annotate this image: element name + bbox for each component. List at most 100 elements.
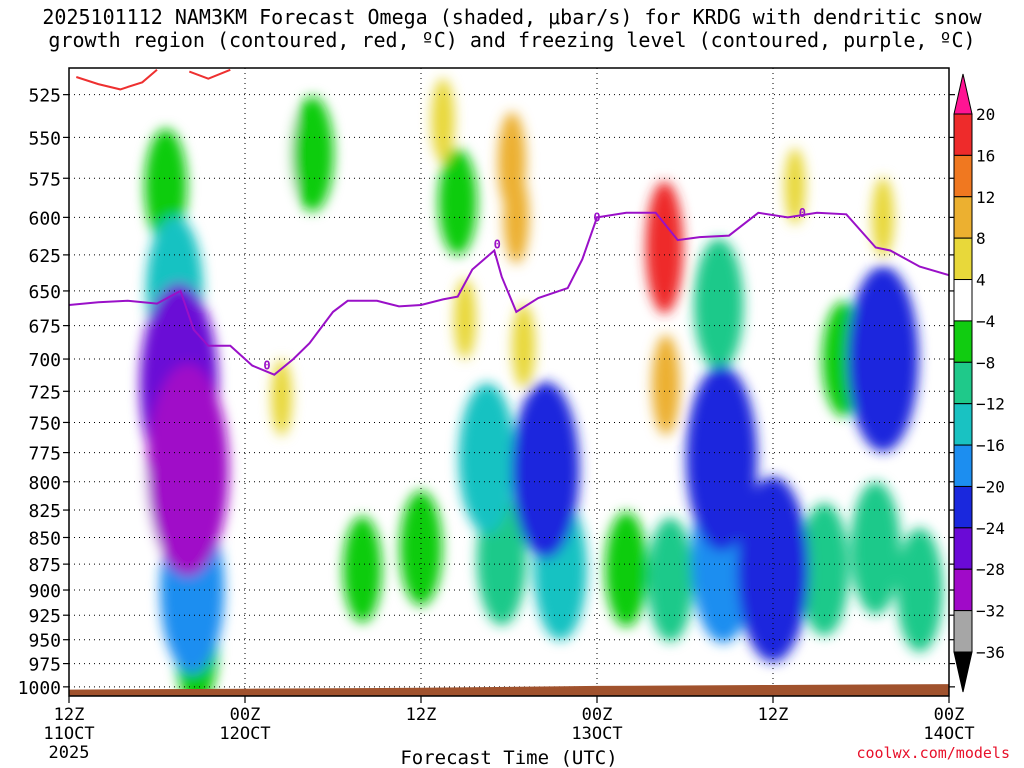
colorbar-swatch [953, 610, 973, 653]
colorbar-swatch [953, 485, 973, 529]
omega-cell [850, 481, 901, 615]
colorbar-swatch [953, 527, 973, 570]
omega-cell [438, 148, 478, 256]
freezing-level-label: 0 [263, 359, 270, 373]
omega-cell [686, 365, 758, 552]
colorbar-swatch [953, 196, 973, 239]
x-tick-label: 11OCT [43, 724, 94, 744]
omega-cell [497, 112, 526, 213]
omega-cell [799, 502, 850, 636]
freezing-level-label: 0 [494, 238, 501, 252]
freezing-level-labels: 0 0 0 0 [263, 206, 806, 373]
y-tick-label: 975 [28, 655, 61, 676]
y-tick-label: 850 [28, 528, 61, 549]
x-tick-label: 12Z [406, 705, 437, 725]
omega-cell [291, 96, 334, 212]
colorbar-label: 4 [976, 271, 986, 290]
colorbar-label: 8 [976, 229, 986, 248]
y-tick-label: 775 [28, 444, 61, 465]
colorbar-swatch [953, 237, 973, 281]
y-tick-label: 1000 [18, 678, 61, 699]
omega-cell [512, 303, 536, 388]
y-tick-label: 925 [28, 606, 61, 627]
dendritic-growth-contour [75, 69, 158, 91]
freezing-level-label: 0 [799, 206, 806, 220]
x-tick-label: 00Z [582, 705, 613, 725]
colorbar-label: 20 [976, 105, 995, 124]
x-tick-label: 14OCT [923, 724, 974, 744]
colorbar-bottom-arrow [953, 651, 973, 693]
omega-cell [146, 364, 229, 577]
omega-cell [458, 383, 516, 534]
colorbar-top-arrow [953, 73, 973, 115]
x-tick-label: 12Z [54, 705, 85, 725]
y-tick-label: 800 [28, 473, 61, 494]
colorbar-label: −16 [976, 436, 1005, 455]
colorbar-label: −8 [976, 353, 995, 372]
colorbar-swatch [953, 361, 973, 405]
omega-cell [431, 78, 455, 163]
y-tick-label: 825 [28, 501, 61, 522]
plot-frame [68, 67, 950, 697]
omega-cell [847, 266, 919, 452]
omega-shading [139, 78, 943, 696]
x-tick-label: 12OCT [219, 724, 270, 744]
title-line-1: 2025101112 NAM3KM Forecast Omega (shaded… [42, 5, 982, 29]
colorbar-label: 12 [976, 188, 995, 207]
omega-cell [511, 381, 580, 559]
colorbar-label: −4 [976, 312, 995, 331]
surface-terrain [69, 684, 949, 696]
dendritic-growth-contour [188, 68, 231, 80]
omega-cell [737, 476, 809, 663]
source-credit: coolwx.com/models [856, 744, 1010, 762]
colorbar-swatch [953, 444, 973, 487]
colorbar-swatch [953, 154, 973, 198]
omega-cell [271, 359, 293, 436]
colorbar-legend: 20 16 12 8 4 −4 −8 −12 −16 −20 −24 −28 −32 −36 [953, 73, 1005, 693]
colorbar-label: −32 [976, 602, 1005, 621]
x-tick-label: 00Z [230, 705, 261, 725]
colorbar-swatch [953, 279, 973, 322]
y-tick-label: 525 [28, 86, 61, 107]
omega-cell [693, 238, 744, 372]
y-tick-label: 575 [28, 169, 61, 190]
y-tick-label: 650 [28, 282, 61, 303]
x-tick-label: 12Z [758, 705, 789, 725]
grid-lines [69, 68, 949, 696]
colorbar-swatch [953, 320, 973, 363]
x-tick-label: 13OCT [571, 724, 622, 744]
colorbar-swatch [953, 403, 973, 446]
omega-cell [872, 177, 894, 258]
y-tick-label: 875 [28, 555, 61, 576]
y-tick-label: 675 [28, 317, 61, 338]
chart-title: 2025101112 NAM3KM Forecast Omega (shaded… [0, 6, 1024, 52]
omega-cell [264, 105, 300, 203]
y-tick-label: 625 [28, 246, 61, 267]
y-tick-label: 750 [28, 413, 61, 434]
freezing-level-label: 0 [593, 210, 600, 224]
y-tick-label: 700 [28, 350, 61, 371]
omega-cell [605, 511, 648, 627]
colorbar-swatch [953, 568, 973, 612]
colorbar-label: 16 [976, 146, 995, 165]
colorbar-label: −36 [976, 643, 1005, 662]
omega-cell [647, 517, 694, 642]
colorbar-label: −24 [976, 519, 1005, 538]
pressure-axis: 525 550 575 600 625 650 675 700 725 750 775 800 825 8… [18, 86, 955, 699]
x-tick-label: 2025 [49, 743, 90, 763]
y-tick-label: 725 [28, 382, 61, 403]
title-line-2: growth region (contoured, red, ºC) and f… [48, 28, 976, 52]
plot-area: 0 0 0 0 [69, 68, 949, 696]
x-axis-label: Forecast Time (UTC) [400, 747, 617, 768]
colorbar-label: −28 [976, 560, 1005, 579]
omega-cell [651, 334, 680, 435]
omega-cell [454, 278, 476, 359]
omega-cell [784, 148, 806, 225]
colorbar-label: −12 [976, 395, 1005, 414]
freezing-level-contour [69, 211, 949, 376]
omega-cell [645, 181, 684, 314]
y-tick-label: 550 [28, 128, 61, 149]
omega-cell [144, 128, 187, 244]
